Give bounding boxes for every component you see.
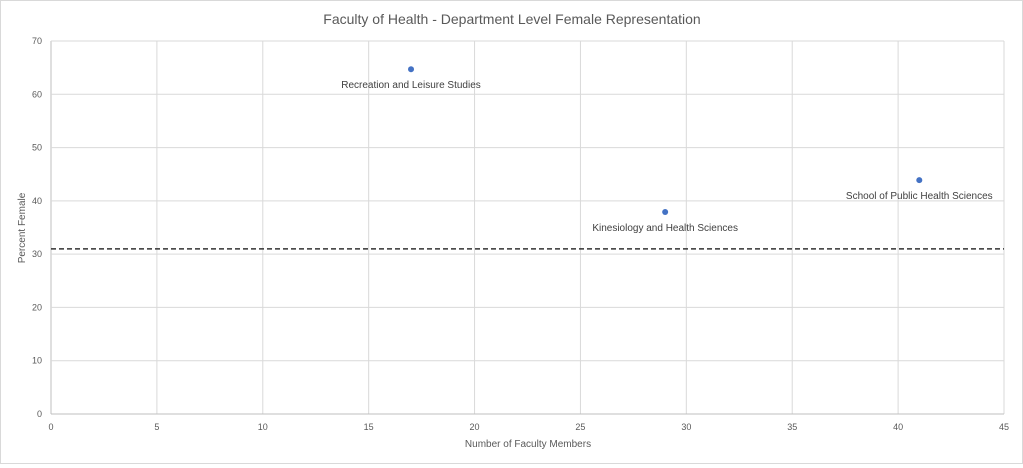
y-axis-label: Percent Female	[17, 192, 28, 263]
x-tick-label: 5	[154, 422, 159, 432]
x-tick-label: 10	[258, 422, 268, 432]
y-tick-label: 70	[32, 36, 42, 46]
data-point	[408, 66, 415, 73]
x-tick-label: 20	[470, 422, 480, 432]
x-tick-label: 15	[364, 422, 374, 432]
y-tick-label: 60	[32, 89, 42, 99]
y-tick-label: 0	[37, 409, 42, 419]
y-tick-label: 50	[32, 143, 42, 153]
x-tick-label: 25	[575, 422, 585, 432]
y-tick-label: 10	[32, 356, 42, 366]
chart-title: Faculty of Health - Department Level Fem…	[323, 11, 700, 27]
y-tick-label: 40	[32, 196, 42, 206]
x-tick-label: 0	[48, 422, 53, 432]
y-tick-label: 30	[32, 249, 42, 259]
data-label: Kinesiology and Health Sciences	[592, 223, 738, 234]
x-tick-label: 40	[893, 422, 903, 432]
y-tick-label: 20	[32, 302, 42, 312]
grid	[50, 40, 1005, 415]
data-point	[916, 177, 923, 184]
x-tick-label: 35	[787, 422, 797, 432]
x-axis-label: Number of Faculty Members	[465, 439, 591, 450]
data-points: Recreation and Leisure Studies Kinesiolog…	[341, 66, 993, 234]
x-tick-label: 30	[681, 422, 691, 432]
x-tick-label: 45	[999, 422, 1009, 432]
data-label: Recreation and Leisure Studies	[341, 80, 481, 91]
tick-labels: 0 5 10 15 20 25 30 35 40 45 0 10 20 30 40 50 60 70	[32, 36, 1009, 432]
data-label: School of Public Health Sciences	[846, 191, 993, 202]
data-point	[662, 209, 669, 216]
